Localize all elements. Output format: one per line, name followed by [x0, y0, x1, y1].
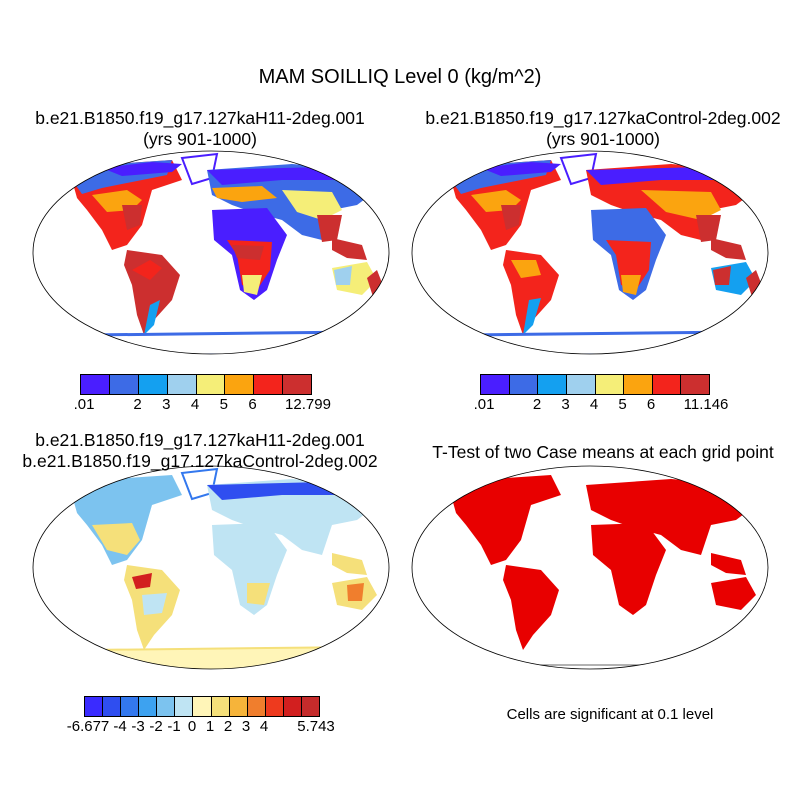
- colorbar-swatch: [229, 697, 248, 716]
- colorbar-swatch: [624, 375, 653, 394]
- colorbar-swatch: [283, 375, 311, 394]
- colorbar-tick-label: -1: [167, 718, 181, 735]
- significance-note: Cells are significant at 0.1 level: [506, 706, 714, 723]
- colorbar-tick-label: 12.799: [285, 396, 331, 413]
- colorbar-tick-label: 4: [259, 718, 269, 735]
- colorbar-swatch: [225, 375, 255, 394]
- map-2-field: [451, 152, 763, 354]
- colorbar-tick-label: -3: [131, 718, 145, 735]
- colorbar-tick-label: -2: [149, 718, 163, 735]
- colorbar-tick-label: 11.146: [683, 396, 729, 413]
- colorbar-tick-label: 5.743: [297, 718, 335, 735]
- colorbar-swatch: [81, 375, 110, 394]
- map-panel-1: [32, 150, 390, 355]
- colorbar-swatch: [509, 375, 539, 394]
- panel-1-title: b.e21.B1850.f19_g17.127kaH11-2deg.001: [35, 108, 365, 128]
- map-panel-4: [411, 465, 769, 670]
- panel-4-title: T-Test of two Case means at each grid po…: [432, 442, 774, 462]
- colorbar-swatch: [254, 375, 284, 394]
- colorbar-swatch: [138, 375, 168, 394]
- colorbar-tick-label: 3: [162, 396, 171, 413]
- colorbar-swatch: [103, 697, 122, 716]
- colorbar-tick-label: -4: [113, 718, 127, 735]
- colorbar-swatch: [652, 375, 682, 394]
- colorbar-swatch: [247, 697, 266, 716]
- colorbar-tick-label: 4: [589, 396, 599, 413]
- panel-2-title: b.e21.B1850.f19_g17.127kaControl-2deg.00…: [425, 108, 781, 128]
- colorbar-tick-label: 0: [187, 718, 197, 735]
- panel-3-title: b.e21.B1850.f19_g17.127kaH11-2deg.001: [35, 430, 365, 450]
- map-panel-3: [32, 465, 390, 670]
- colorbar-tick-label: 2: [532, 396, 542, 413]
- colorbar-swatch: [157, 697, 176, 716]
- colorbar-swatch: [283, 697, 302, 716]
- colorbar-tick-label: 3: [561, 396, 570, 413]
- colorbar-swatch: [139, 697, 158, 716]
- colorbar-tick-label: 4: [190, 396, 200, 413]
- map-3-field: [72, 467, 377, 669]
- colorbar-tick-label: 2: [223, 718, 233, 735]
- colorbar-swatch: [121, 697, 140, 716]
- colorbar-swatch: [109, 375, 139, 394]
- colorbar-swatch: [85, 697, 104, 716]
- map-panel-2: [411, 150, 769, 355]
- colorbar-swatch: [595, 375, 625, 394]
- colorbar-panel-3: [84, 696, 320, 717]
- panel-3-subtitle: b.e21.B1850.f19_g17.127kaControl-2deg.00…: [22, 451, 378, 471]
- colorbar-swatch: [167, 375, 197, 394]
- colorbar-swatch: [681, 375, 709, 394]
- map-4-field: [451, 475, 756, 669]
- colorbar-swatch: [265, 697, 284, 716]
- colorbar-panel-2: [480, 374, 710, 395]
- colorbar-tick-label: 5: [618, 396, 627, 413]
- panel-1-subtitle: (yrs 901-1000): [143, 129, 257, 149]
- colorbar-swatch: [301, 697, 320, 716]
- panel-2-subtitle: (yrs 901-1000): [546, 129, 660, 149]
- colorbar-swatch: [538, 375, 567, 394]
- colorbar-tick-label: .01: [73, 396, 95, 413]
- colorbar-swatch: [211, 697, 230, 716]
- colorbar-tick-label: 2: [133, 396, 142, 413]
- colorbar-tick-label: 1: [205, 718, 215, 735]
- colorbar-tick-label: 3: [241, 718, 251, 735]
- colorbar-swatch: [193, 697, 212, 716]
- colorbar-panel-1: [80, 374, 312, 395]
- colorbar-swatch: [196, 375, 226, 394]
- colorbar-tick-label: 6: [646, 396, 656, 413]
- colorbar-tick-label: -6.677: [66, 718, 110, 735]
- colorbar-swatch: [175, 697, 194, 716]
- colorbar-swatch: [481, 375, 510, 394]
- figure-title: MAM SOILLIQ Level 0 (kg/m^2): [258, 66, 542, 88]
- colorbar-tick-label: 6: [248, 396, 257, 413]
- colorbar-tick-label: 5: [219, 396, 228, 413]
- colorbar-swatch: [566, 375, 596, 394]
- map-1-field: [72, 152, 384, 354]
- colorbar-tick-label: .01: [473, 396, 495, 413]
